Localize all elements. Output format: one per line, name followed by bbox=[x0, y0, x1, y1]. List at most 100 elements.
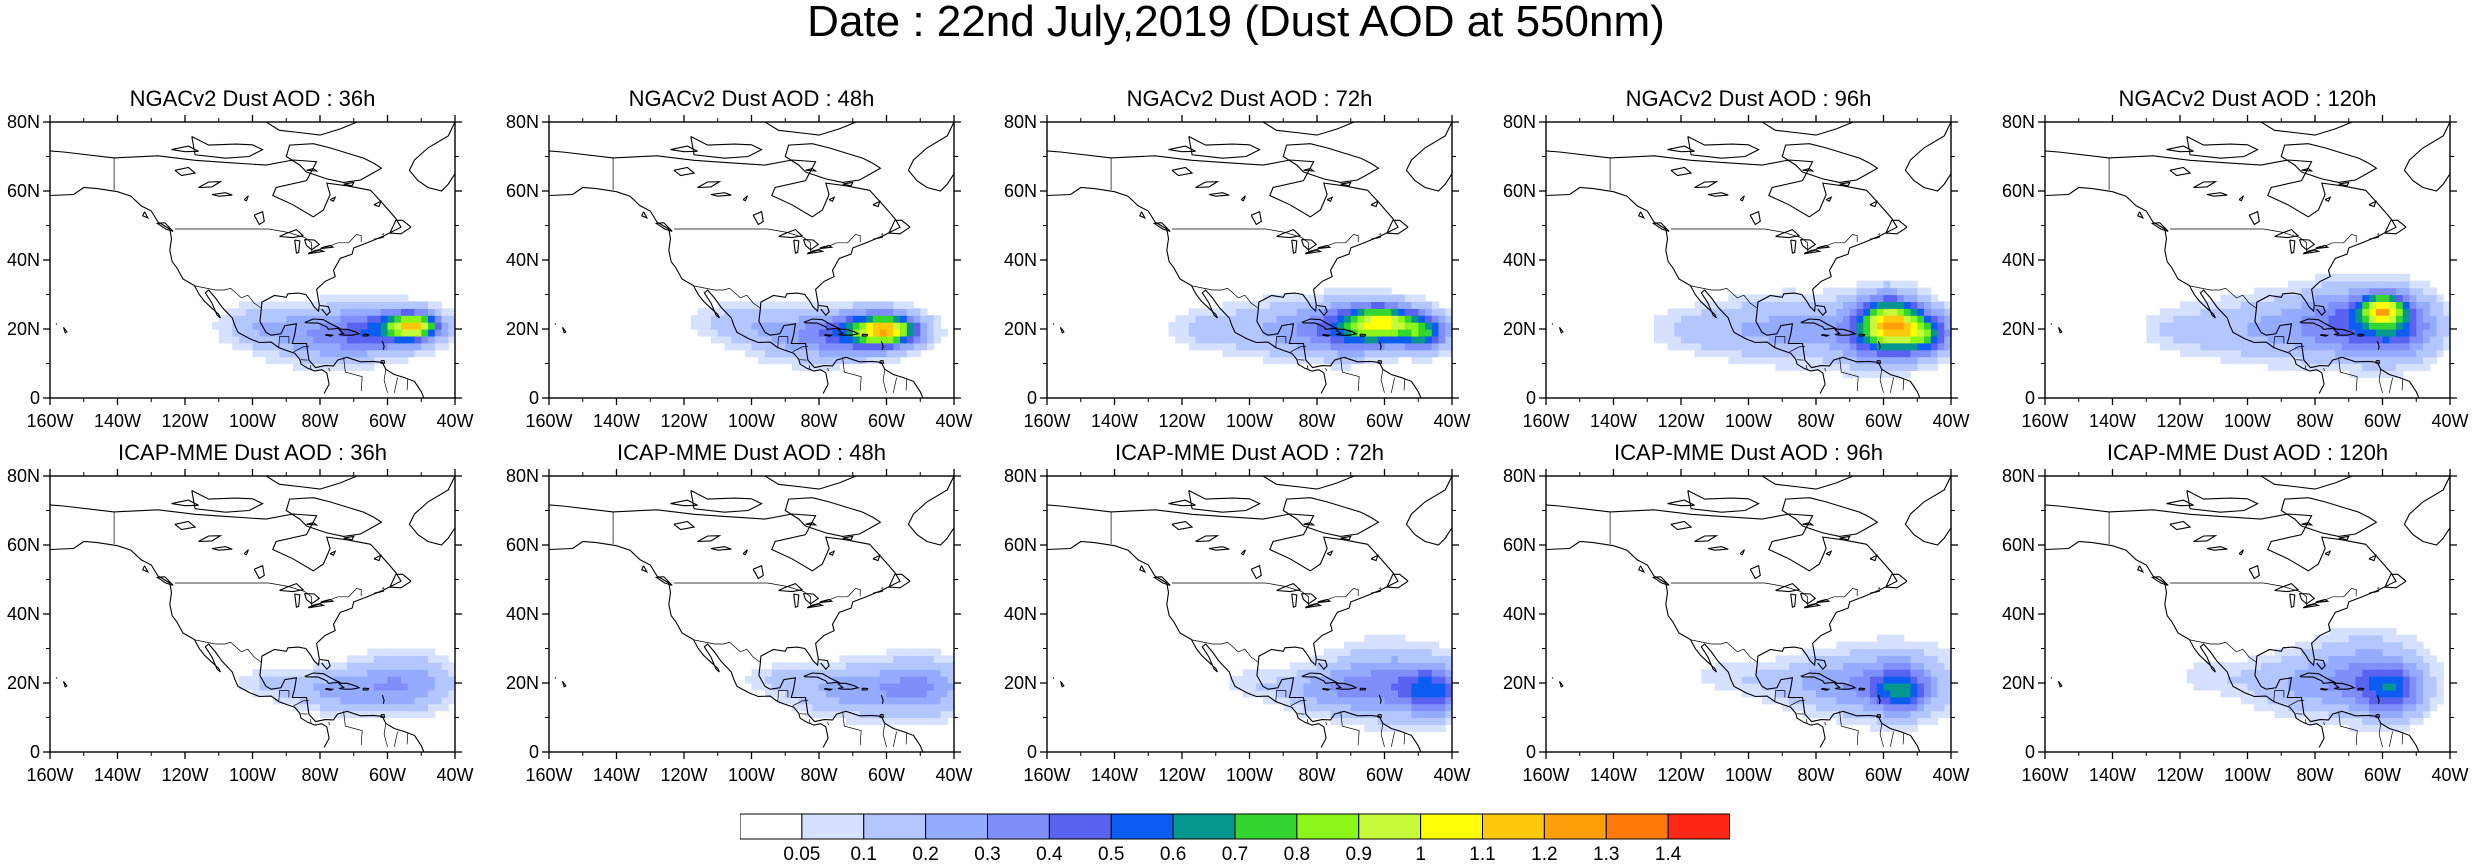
aod-cell bbox=[1890, 295, 1897, 303]
aod-cell bbox=[253, 676, 260, 684]
aod-cell bbox=[1917, 288, 1924, 296]
aod-cell bbox=[1270, 308, 1277, 316]
coastline bbox=[881, 234, 883, 235]
aod-cell bbox=[758, 329, 765, 337]
aod-cell bbox=[442, 322, 449, 330]
aod-cell bbox=[860, 336, 867, 344]
aod-cell bbox=[765, 357, 772, 365]
aod-cell bbox=[2308, 690, 2315, 698]
aod-cell bbox=[1830, 350, 1837, 358]
aod-cell bbox=[1863, 301, 1870, 309]
aod-cell bbox=[1385, 697, 1392, 705]
aod-cell bbox=[1405, 350, 1412, 358]
aod-cell bbox=[2349, 628, 2356, 636]
aod-cell bbox=[866, 711, 873, 719]
aod-cell bbox=[900, 329, 907, 337]
aod-cell bbox=[307, 329, 314, 337]
aod-cell bbox=[2146, 336, 2153, 344]
aod-cell bbox=[435, 315, 442, 323]
aod-cell bbox=[826, 350, 833, 358]
aod-cell bbox=[738, 301, 745, 309]
aod-cell bbox=[1911, 655, 1918, 663]
aod-cell bbox=[374, 711, 381, 719]
aod-cell bbox=[2416, 329, 2423, 337]
aod-cell bbox=[401, 322, 408, 330]
aod-cell bbox=[1277, 336, 1284, 344]
aod-cell bbox=[833, 308, 840, 316]
aod-cell bbox=[2268, 364, 2275, 372]
aod-cell bbox=[1391, 655, 1398, 663]
aod-cell bbox=[2416, 662, 2423, 670]
aod-cell bbox=[1371, 329, 1378, 337]
aod-cell bbox=[1742, 676, 1749, 684]
lat-tick-label: 60N bbox=[1503, 535, 1536, 555]
aod-cell bbox=[2342, 704, 2349, 712]
aod-cell bbox=[1331, 350, 1338, 358]
aod-cell bbox=[1715, 343, 1722, 351]
aod-cell bbox=[887, 683, 894, 691]
aod-cell bbox=[934, 649, 941, 657]
aod-cell bbox=[1223, 322, 1230, 330]
lat-tick-label: 80N bbox=[1004, 466, 1037, 486]
aod-cell bbox=[2416, 704, 2423, 712]
aod-cell bbox=[1229, 301, 1236, 309]
aod-cell bbox=[1850, 301, 1857, 309]
aod-cell bbox=[1283, 315, 1290, 323]
aod-cell bbox=[2396, 704, 2403, 712]
aod-cell bbox=[1816, 649, 1823, 657]
aod-cell bbox=[1850, 662, 1857, 670]
aod-cell bbox=[2268, 704, 2275, 712]
aod-cell bbox=[1263, 357, 1270, 365]
aod-cell bbox=[293, 364, 300, 372]
aod-cell bbox=[1344, 690, 1351, 698]
aod-cell bbox=[2362, 669, 2369, 677]
aod-cell bbox=[1789, 357, 1796, 365]
aod-cell bbox=[1803, 336, 1810, 344]
aod-cell bbox=[1391, 635, 1398, 643]
coastline bbox=[157, 577, 173, 586]
lake-outline bbox=[1750, 212, 1760, 225]
lake-outline bbox=[1327, 551, 1332, 555]
aod-cell bbox=[725, 329, 732, 337]
aod-cell bbox=[1654, 336, 1661, 344]
aod-cell bbox=[2376, 301, 2383, 309]
aod-cell bbox=[2234, 336, 2241, 344]
aod-cell bbox=[2194, 350, 2201, 358]
aod-cell bbox=[280, 350, 287, 358]
aod-cell bbox=[1223, 343, 1230, 351]
aod-cell bbox=[1863, 711, 1870, 719]
aod-cell bbox=[1917, 669, 1924, 677]
dust-aod-field bbox=[691, 301, 948, 371]
aod-cell bbox=[1897, 649, 1904, 657]
aod-cell bbox=[914, 336, 921, 344]
aod-cell bbox=[2396, 364, 2403, 372]
aod-cell bbox=[1857, 364, 1864, 372]
aod-cell bbox=[1371, 711, 1378, 719]
coastline bbox=[1263, 476, 1354, 489]
aod-cell bbox=[941, 697, 948, 705]
aod-cell bbox=[1931, 350, 1938, 358]
aod-cell bbox=[1877, 301, 1884, 309]
aod-cell bbox=[1850, 669, 1857, 677]
lat-tick-label: 20N bbox=[1004, 319, 1037, 339]
aod-cell bbox=[374, 308, 381, 316]
aod-cell bbox=[374, 336, 381, 344]
aod-cell bbox=[1789, 295, 1796, 303]
coastline bbox=[1639, 212, 1644, 218]
aod-cell bbox=[2221, 350, 2228, 358]
aod-cell bbox=[1857, 336, 1864, 344]
lat-tick-label: 20N bbox=[506, 673, 539, 693]
aod-cell bbox=[900, 301, 907, 309]
aod-cell bbox=[2275, 649, 2282, 657]
aod-cell bbox=[1351, 315, 1358, 323]
aod-cell bbox=[293, 308, 300, 316]
aod-cell bbox=[1371, 676, 1378, 684]
aod-cell bbox=[1715, 308, 1722, 316]
aod-cell bbox=[1843, 642, 1850, 650]
aod-cell bbox=[1782, 329, 1789, 337]
aod-cell bbox=[1728, 308, 1735, 316]
lat-tick-label: 0 bbox=[529, 742, 539, 762]
lon-tick-label: 80W bbox=[800, 411, 837, 431]
aod-cell bbox=[2376, 329, 2383, 337]
aod-cell bbox=[1843, 676, 1850, 684]
